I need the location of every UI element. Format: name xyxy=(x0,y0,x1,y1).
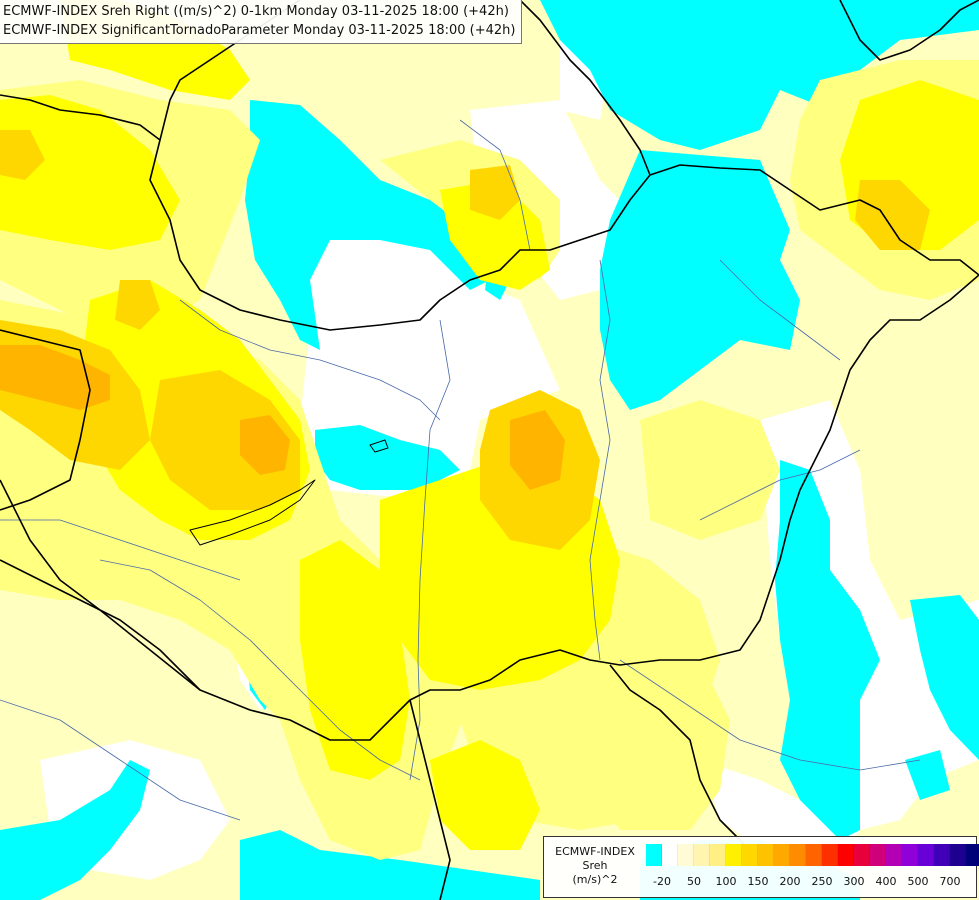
legend-swatch xyxy=(646,844,662,866)
negative-sreh-area xyxy=(0,760,150,900)
negative-sreh-area xyxy=(600,150,800,410)
legend-tick: 50 xyxy=(687,875,701,888)
low-sreh-area xyxy=(640,400,780,540)
legend-parameter: Sreh xyxy=(582,859,608,872)
country-border xyxy=(409,699,451,900)
country-border xyxy=(0,94,979,331)
legend-tick: 500 xyxy=(907,875,929,888)
negative-sreh-area xyxy=(315,425,460,490)
legend-model: ECMWF-INDEX xyxy=(555,845,635,858)
moderate-sreh-area xyxy=(300,540,410,780)
legend-title: ECMWF-INDEX Sreh (m/s)^2 xyxy=(547,845,643,887)
elevated-sreh-area xyxy=(150,370,300,510)
legend-swatch xyxy=(854,844,870,866)
country-border xyxy=(519,0,651,176)
river-line xyxy=(619,659,921,771)
legend-swatch xyxy=(934,844,950,866)
map-title-box: ECMWF-INDEX Sreh Right ((m/s)^2) 0-1km M… xyxy=(0,0,523,44)
legend-tick: 250 xyxy=(811,875,833,888)
legend-tick: 100 xyxy=(715,875,737,888)
country-border xyxy=(839,0,979,61)
legend-swatch xyxy=(726,844,742,866)
high-sreh-area xyxy=(240,415,290,475)
legend-swatch xyxy=(662,844,678,866)
negative-sreh-area xyxy=(240,830,540,900)
river-line xyxy=(719,259,841,361)
river-line xyxy=(0,519,241,581)
negative-sreh-area xyxy=(540,0,979,150)
legend-tick: -20 xyxy=(653,875,671,888)
river-line xyxy=(99,559,421,781)
legend-swatch xyxy=(742,844,758,866)
legend-tick: 300 xyxy=(843,875,865,888)
negative-sreh-area xyxy=(905,750,950,800)
legend-unit: (m/s)^2 xyxy=(572,873,618,886)
legend-swatch xyxy=(886,844,902,866)
legend-tick: 150 xyxy=(747,875,769,888)
high-sreh-area xyxy=(510,410,565,490)
moderate-sreh-area xyxy=(0,95,180,250)
lake-outline xyxy=(189,479,316,546)
legend-swatch xyxy=(790,844,806,866)
legend-tick-labels: -20 50 100 150 200 250 300 400 500 700 xyxy=(646,875,974,891)
map-title-sreh: ECMWF-INDEX Sreh Right ((m/s)^2) 0-1km M… xyxy=(3,4,509,19)
legend-swatch xyxy=(694,844,710,866)
river-line xyxy=(179,299,441,421)
legend-swatch xyxy=(822,844,838,866)
river-line xyxy=(0,699,241,821)
legend-color-scale xyxy=(646,844,979,866)
map-title-stp: ECMWF-INDEX SignificantTornadoParameter … xyxy=(3,23,516,38)
legend-swatch xyxy=(774,844,790,866)
river-lines xyxy=(0,119,921,821)
country-border xyxy=(0,329,91,511)
color-legend: ECMWF-INDEX Sreh (m/s)^2 -20 50 100 150 200 2… xyxy=(543,836,979,898)
legend-swatch xyxy=(966,844,979,866)
elevated-sreh-area xyxy=(115,280,160,330)
legend-swatch xyxy=(758,844,774,866)
river-line xyxy=(699,449,861,521)
legend-swatch xyxy=(902,844,918,866)
legend-tick: 200 xyxy=(779,875,801,888)
low-sreh-area xyxy=(570,640,730,830)
legend-tick: 400 xyxy=(875,875,897,888)
negative-sreh-area xyxy=(775,460,880,840)
legend-swatch xyxy=(870,844,886,866)
legend-swatch xyxy=(918,844,934,866)
elevated-sreh-area xyxy=(470,165,520,220)
elevated-sreh-area xyxy=(0,130,45,180)
legend-swatch xyxy=(806,844,822,866)
near-zero-area xyxy=(700,760,860,860)
moderate-sreh-area xyxy=(440,180,550,290)
country-border xyxy=(0,559,201,691)
negative-sreh-area xyxy=(910,595,979,760)
river-line xyxy=(459,119,531,251)
lake-outline xyxy=(369,439,389,453)
river-line xyxy=(409,319,451,781)
moderate-sreh-area xyxy=(430,740,540,850)
legend-tick: 700 xyxy=(939,875,961,888)
river-line xyxy=(589,259,611,661)
legend-swatch xyxy=(838,844,854,866)
elevated-sreh-area xyxy=(855,180,930,250)
legend-swatch xyxy=(950,844,966,866)
legend-swatch xyxy=(678,844,694,866)
negative-sreh-area xyxy=(245,100,490,350)
legend-swatch xyxy=(710,844,726,866)
